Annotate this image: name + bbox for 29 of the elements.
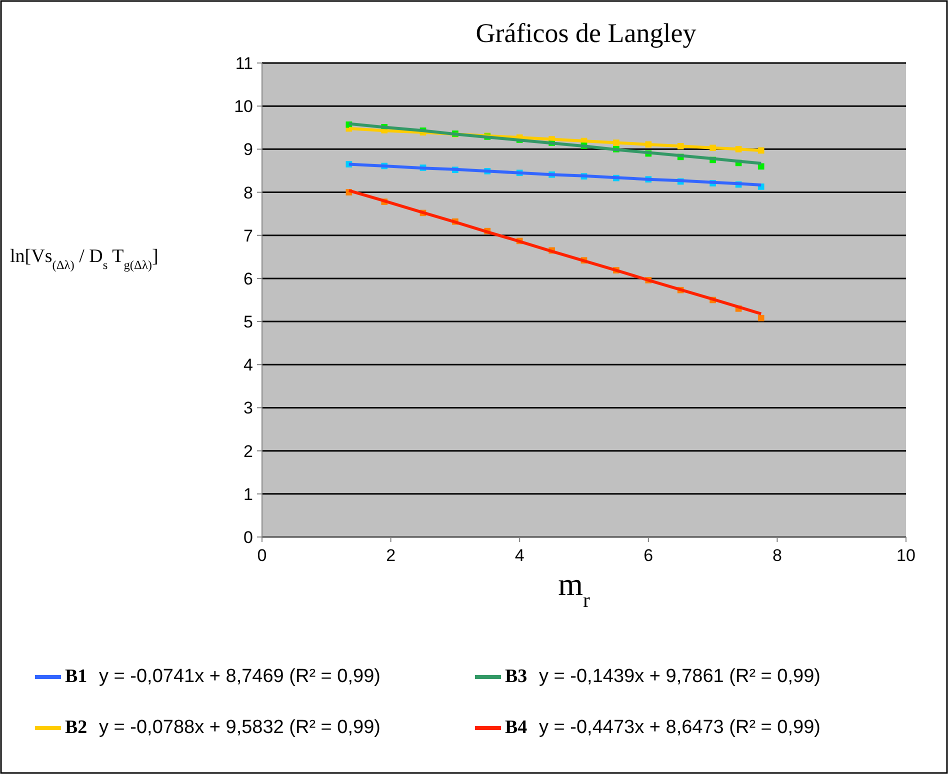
text: y = -0,0741x + 8,7469 (R² = 0,99) xyxy=(99,666,380,687)
legend-label: B4 xyxy=(505,717,528,738)
y-tick-label: 4 xyxy=(244,356,253,375)
x-tick-label: 10 xyxy=(896,546,916,565)
y-axis-title: ln[Vs$_{(Δλ)}$ / D$_{s}$ T$_{g(Δλ)}$] xyxy=(10,246,158,272)
x-tick-label: 6 xyxy=(644,546,654,565)
x-tick-label: 0 xyxy=(257,546,267,565)
y-tick-label: 3 xyxy=(244,398,253,418)
x-axis-title: m$_{r}$ xyxy=(558,566,590,612)
x-tick-label: 8 xyxy=(772,546,782,565)
y-tick-label: 7 xyxy=(244,226,253,246)
legend-label: B3 xyxy=(505,666,528,687)
legend-label: B1 xyxy=(65,666,88,687)
y-tick-label: 11 xyxy=(235,54,253,73)
legend-label: B2 xyxy=(65,717,88,738)
text: y = -0,1439x + 9,7861 (R² = 0,99) xyxy=(539,666,820,687)
y-tick-label: 0 xyxy=(244,528,253,547)
y-tick-label: 1 xyxy=(244,484,253,504)
text: y = -0,0788x + 9,5832 (R² = 0,99) xyxy=(99,717,380,738)
chart-title: Gráficos de Langley xyxy=(476,18,697,48)
x-tick-label: 4 xyxy=(514,546,524,565)
text: y = -0,4473x + 8,6473 (R² = 0,99) xyxy=(539,717,820,738)
y-tick-label: 5 xyxy=(244,312,253,332)
y-tick-label: 10 xyxy=(234,97,253,116)
x-tick-label: 2 xyxy=(386,546,396,565)
y-tick-label: 2 xyxy=(244,442,253,461)
y-tick-label: 6 xyxy=(244,269,253,288)
y-tick-label: 8 xyxy=(244,183,253,202)
y-tick-label: 9 xyxy=(244,140,253,160)
